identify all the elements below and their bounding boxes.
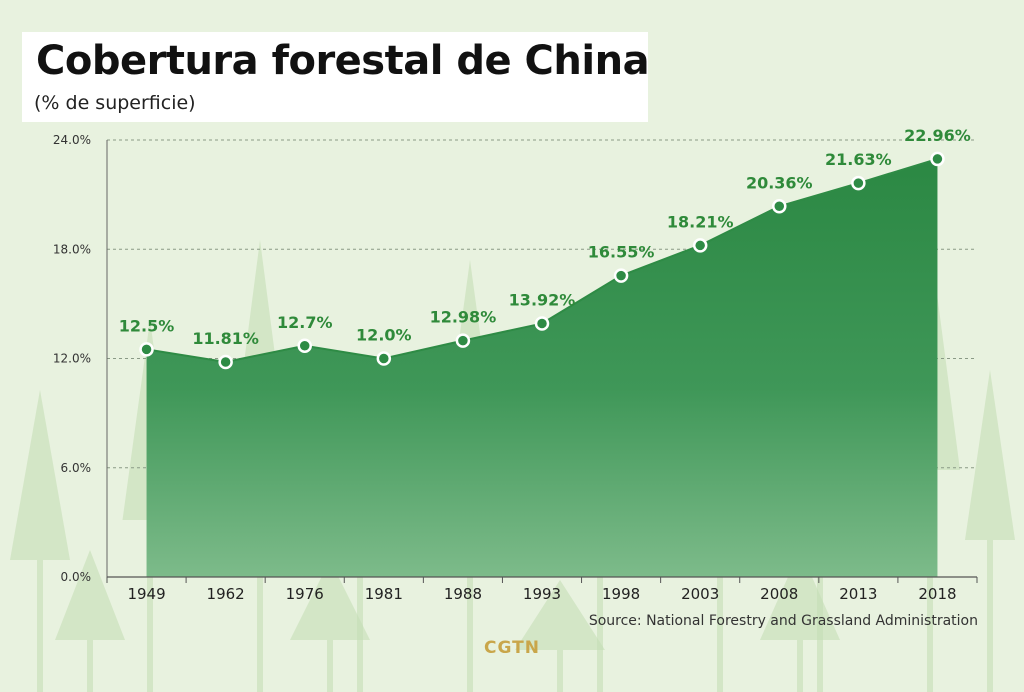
- x-tick-label: 1962: [207, 585, 245, 603]
- cgtn-logo: CGTN: [484, 638, 540, 658]
- data-label: 12.5%: [119, 316, 175, 335]
- y-tick-label: 0.0%: [61, 570, 92, 584]
- tree-trunk: [557, 650, 563, 692]
- data-label: 12.98%: [430, 308, 497, 327]
- data-label: 12.0%: [356, 326, 412, 345]
- tree-silhouette: [55, 550, 125, 640]
- tree-trunk: [927, 470, 933, 692]
- data-point: [692, 238, 708, 253]
- tree-trunk: [357, 540, 363, 692]
- y-tick-label: 12.0%: [53, 352, 91, 366]
- x-tick-label: 1988: [444, 585, 482, 603]
- area-fill: [146, 158, 938, 578]
- x-tick-label: 2003: [681, 585, 719, 603]
- data-labels: 12.5% 11.81% 12.7% 12.0% 12.98% 13.92% 16.55% 1…: [119, 126, 971, 348]
- tree-trunk: [467, 480, 473, 692]
- tree-trunk: [87, 640, 93, 692]
- data-label: 18.21%: [667, 212, 734, 231]
- data-point: [455, 333, 471, 348]
- tree-trunk: [37, 560, 43, 692]
- data-point: [851, 175, 866, 191]
- data-point: [297, 338, 312, 354]
- chart-subtitle: (% de superficie): [34, 92, 196, 114]
- x-tick-label: 1993: [523, 585, 561, 603]
- tree-silhouette: [10, 390, 70, 560]
- x-tick-label: 1981: [365, 585, 403, 603]
- tree-silhouette: [290, 560, 370, 640]
- tree-trunk: [257, 470, 263, 692]
- data-label: 22.96%: [904, 126, 971, 145]
- x-tick-label: 2008: [760, 585, 798, 603]
- markers: [139, 151, 945, 370]
- tree-silhouette: [515, 580, 605, 650]
- y-tick-label: 18.0%: [53, 242, 91, 256]
- y-tick-label: 6.0%: [61, 461, 92, 475]
- data-label: 21.63%: [825, 150, 892, 169]
- x-tick-label: 2018: [918, 585, 956, 603]
- axes: 1949 1962 1976 1981 1988 1993 1998 2003 2008 2013…: [106, 140, 978, 603]
- tree-trunk: [147, 520, 153, 692]
- x-tick-label: 1998: [602, 585, 640, 603]
- data-point: [613, 268, 629, 283]
- chart-title: Cobertura forestal de China: [36, 38, 650, 84]
- data-label: 11.81%: [192, 329, 259, 348]
- x-tick-label: 1976: [286, 585, 324, 603]
- data-point: [218, 354, 233, 370]
- tree-silhouette: [760, 550, 840, 640]
- tree-trunk: [717, 500, 723, 692]
- data-point: [376, 351, 392, 366]
- data-label: 16.55%: [588, 243, 655, 262]
- x-tick-label: 2013: [839, 585, 877, 603]
- y-tick-label: 24.0%: [53, 133, 91, 147]
- data-label: 20.36%: [746, 173, 813, 192]
- data-label: 12.7%: [277, 313, 333, 332]
- area-layer: [146, 157, 938, 578]
- data-point: [139, 342, 154, 357]
- tree-trunk: [797, 640, 803, 692]
- data-label: 13.92%: [509, 291, 576, 310]
- tree-silhouette: [965, 370, 1015, 540]
- tree-trunk: [327, 640, 333, 692]
- source-note: Source: National Forestry and Grassland …: [588, 613, 978, 629]
- data-point: [772, 199, 787, 214]
- data-point: [534, 316, 550, 331]
- data-point: [930, 151, 945, 167]
- title-background: [22, 32, 648, 122]
- tree-trunk: [987, 540, 993, 692]
- tree-trunk: [597, 520, 603, 692]
- x-tick-label: 1949: [127, 585, 165, 603]
